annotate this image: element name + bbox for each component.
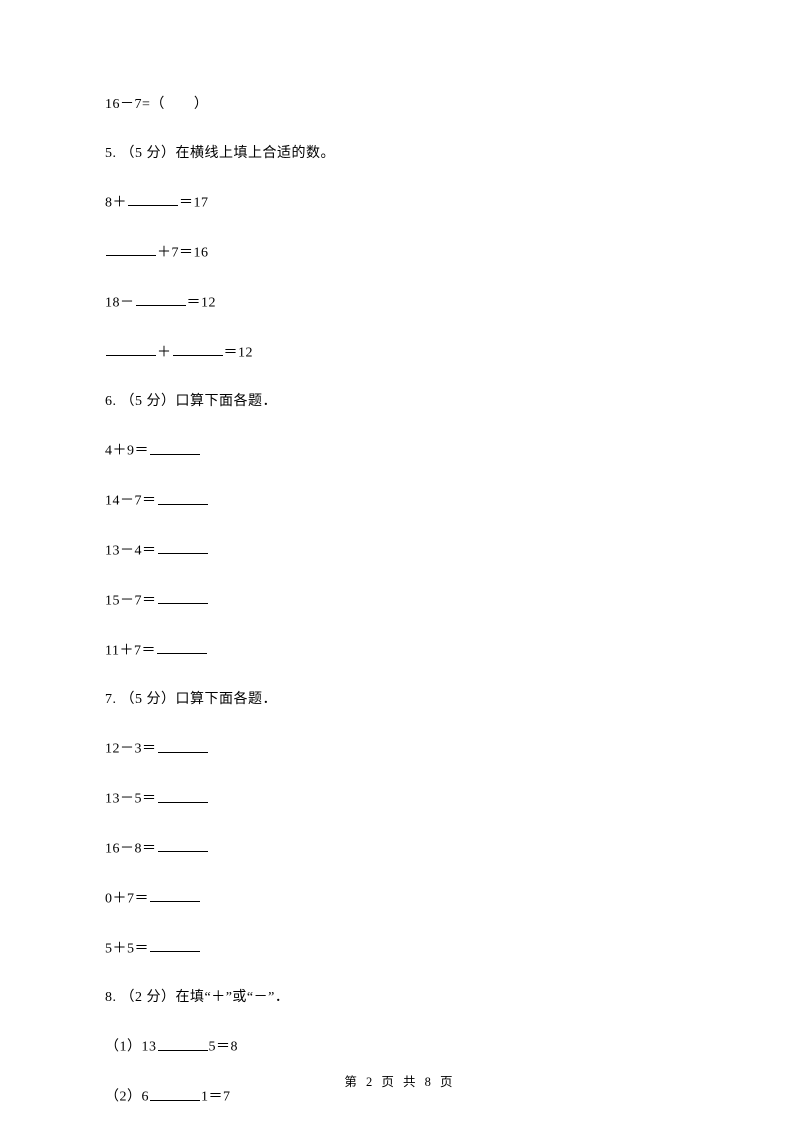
q6-item-2: 14－7＝ bbox=[105, 490, 700, 511]
blank[interactable] bbox=[158, 540, 208, 554]
q5-item-4: ＋ ＝12 bbox=[105, 342, 700, 363]
blank[interactable] bbox=[128, 192, 178, 206]
text: 5＝8 bbox=[209, 1040, 239, 1055]
text: 13－4＝ bbox=[105, 543, 157, 558]
text: ＝17 bbox=[179, 195, 209, 210]
q7-item-5: 5＋5＝ bbox=[105, 938, 700, 959]
text: ＝12 bbox=[187, 295, 217, 310]
q8-item-1: （1）13 5＝8 bbox=[105, 1036, 700, 1057]
blank[interactable] bbox=[150, 888, 200, 902]
text: 8＋ bbox=[105, 195, 127, 210]
text: 11＋7＝ bbox=[105, 643, 156, 658]
page-footer: 第 2 页 共 8 页 bbox=[0, 1071, 800, 1090]
q7-item-3: 16－8＝ bbox=[105, 838, 700, 859]
q5-item-2: ＋7＝16 bbox=[105, 242, 700, 263]
blank[interactable] bbox=[158, 788, 208, 802]
blank[interactable] bbox=[158, 838, 208, 852]
q7-item-4: 0＋7＝ bbox=[105, 888, 700, 909]
q6-item-4: 15－7＝ bbox=[105, 590, 700, 611]
text: 12－3＝ bbox=[105, 742, 157, 757]
q5-item-1: 8＋ ＝17 bbox=[105, 192, 700, 213]
q6-item-5: 11＋7＝ bbox=[105, 640, 700, 661]
text: （2）6 bbox=[105, 1090, 149, 1105]
text: 15－7＝ bbox=[105, 593, 157, 608]
q4-remainder: 16－7=（ ） bbox=[105, 95, 700, 115]
blank[interactable] bbox=[150, 440, 200, 454]
q5-stem: 5. （5 分）在横线上填上合适的数。 bbox=[105, 144, 700, 164]
q6-item-3: 13－4＝ bbox=[105, 540, 700, 561]
blank[interactable] bbox=[106, 342, 156, 356]
text: 14－7＝ bbox=[105, 494, 157, 509]
text: 0＋7＝ bbox=[105, 891, 149, 906]
q7-stem: 7. （5 分）口算下面各题． bbox=[105, 690, 700, 710]
text: 16－8＝ bbox=[105, 841, 157, 856]
text: 5＋5＝ bbox=[105, 941, 149, 956]
text: （1）13 bbox=[105, 1040, 157, 1055]
blank[interactable] bbox=[158, 1036, 208, 1050]
q7-item-2: 13－5＝ bbox=[105, 788, 700, 809]
page: 16－7=（ ） 5. （5 分）在横线上填上合适的数。 8＋ ＝17 ＋7＝16… bbox=[0, 0, 800, 1132]
blank[interactable] bbox=[158, 490, 208, 504]
text: 4＋9＝ bbox=[105, 444, 149, 459]
text: 18－ bbox=[105, 295, 135, 310]
q5-item-3: 18－ ＝12 bbox=[105, 292, 700, 313]
q6-stem: 6. （5 分）口算下面各题． bbox=[105, 392, 700, 412]
blank[interactable] bbox=[136, 292, 186, 306]
blank[interactable] bbox=[150, 938, 200, 952]
q7-item-1: 12－3＝ bbox=[105, 738, 700, 759]
text: ＝12 bbox=[224, 345, 254, 360]
text: ＋7＝16 bbox=[157, 245, 209, 260]
blank[interactable] bbox=[158, 738, 208, 752]
blank[interactable] bbox=[157, 640, 207, 654]
text: 1＝7 bbox=[201, 1090, 231, 1105]
blank[interactable] bbox=[173, 342, 223, 356]
blank[interactable] bbox=[106, 242, 156, 256]
q6-item-1: 4＋9＝ bbox=[105, 440, 700, 461]
q8-stem: 8. （2 分）在填“＋”或“－”． bbox=[105, 988, 700, 1008]
text: ＋ bbox=[157, 345, 172, 360]
text: 13－5＝ bbox=[105, 792, 157, 807]
blank[interactable] bbox=[158, 590, 208, 604]
